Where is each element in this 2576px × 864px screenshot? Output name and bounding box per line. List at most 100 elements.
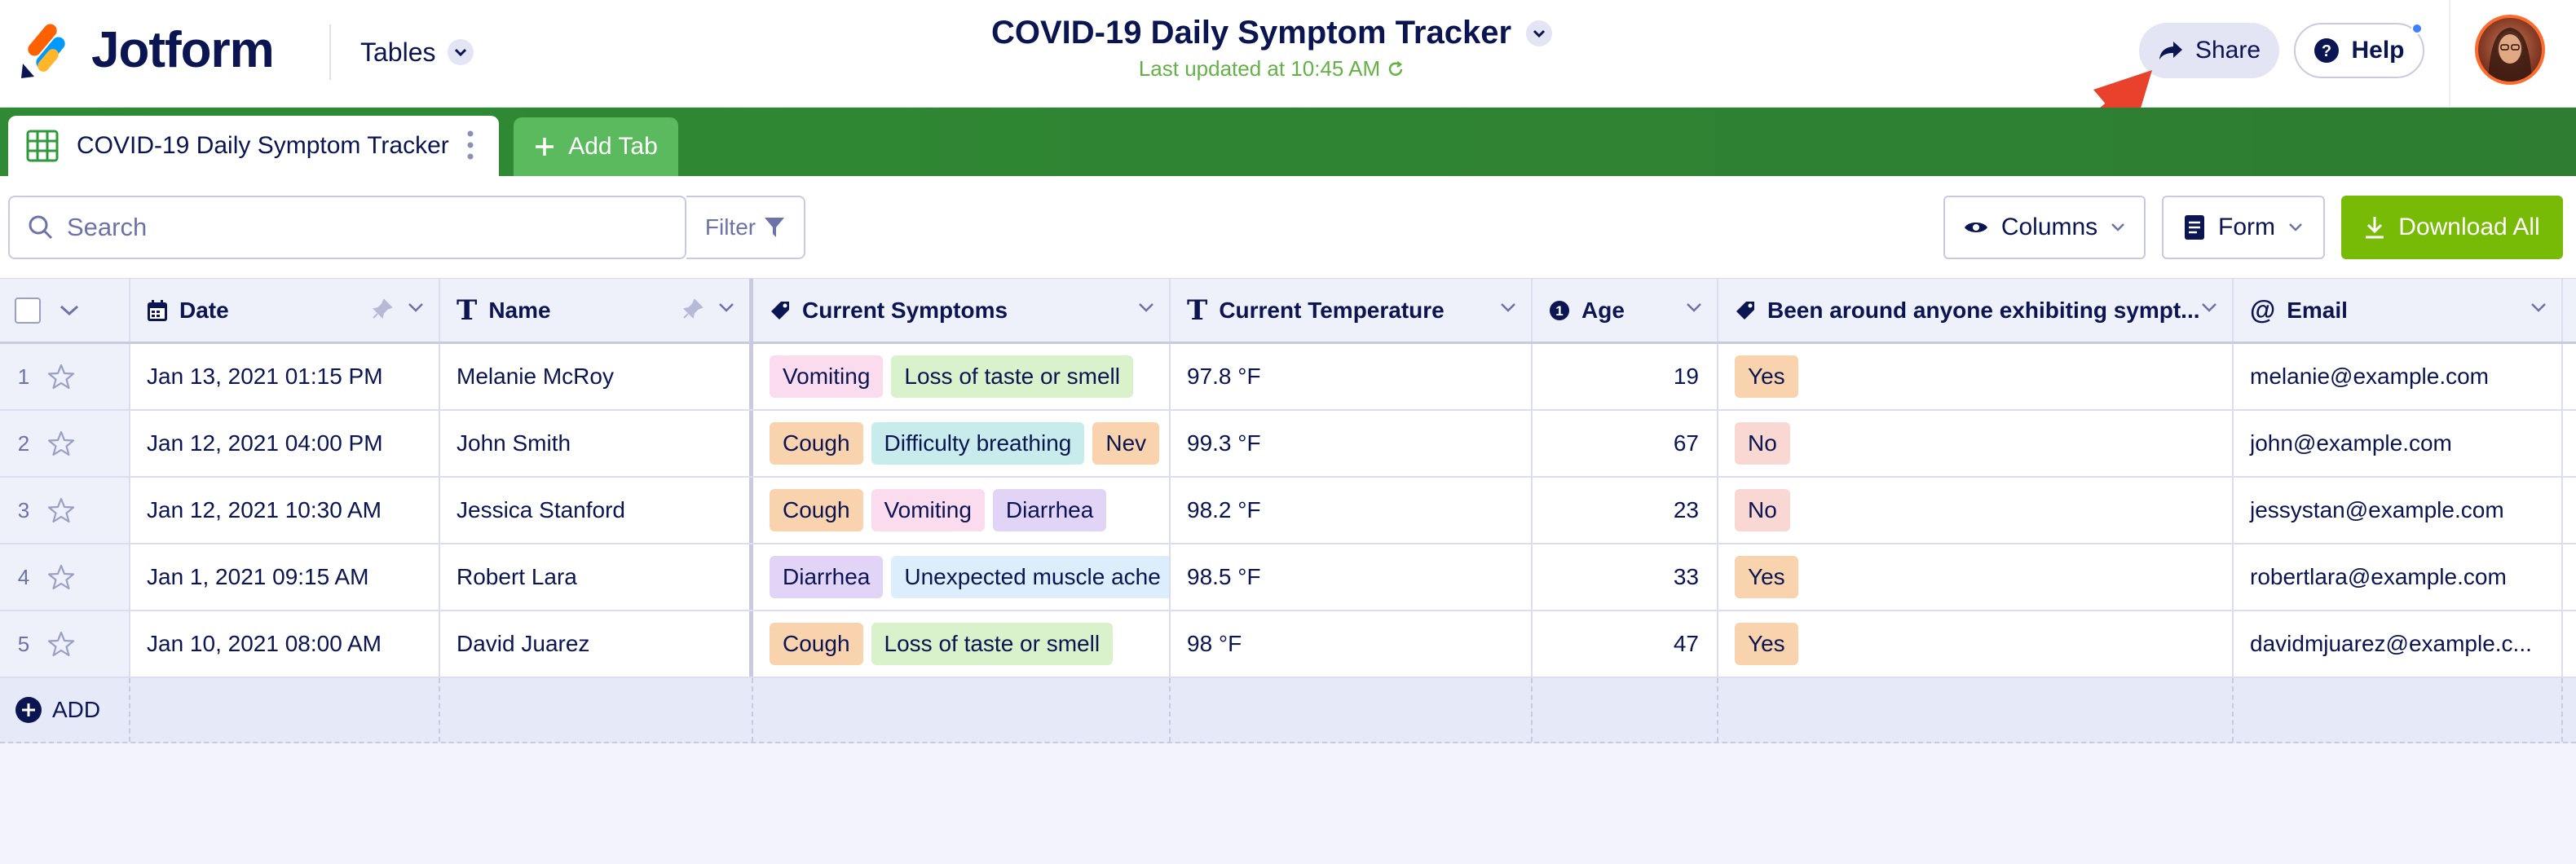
been-around-cell[interactable]: No: [1718, 478, 2234, 543]
name-cell[interactable]: Jessica Stanford: [440, 478, 753, 543]
empty-cell: [1718, 678, 2234, 742]
table-row[interactable]: 1 Jan 13, 2021 01:15 PM Melanie McRoy Vo…: [0, 344, 2576, 411]
age-value: 67: [1673, 430, 1699, 456]
star-icon[interactable]: [47, 496, 75, 524]
jotform-logo-icon[interactable]: [20, 23, 70, 82]
been-around-tag: Yes: [1735, 623, 1798, 665]
chevron-down-icon[interactable]: [1138, 302, 1154, 313]
share-label: Share: [2194, 37, 2261, 64]
tab-covid-tracker[interactable]: COVID-19 Daily Symptom Tracker: [8, 116, 499, 176]
help-button[interactable]: ? Help: [2294, 23, 2424, 78]
form-button[interactable]: Form: [2162, 196, 2325, 259]
age-cell[interactable]: 67: [1533, 411, 1718, 476]
email-cell[interactable]: robertlara@example.com: [2234, 544, 2563, 610]
table-body: 1 Jan 13, 2021 01:15 PM Melanie McRoy Vo…: [0, 344, 2576, 678]
row-number: 2: [17, 430, 30, 456]
been-around-cell[interactable]: No: [1718, 411, 2234, 476]
star-icon[interactable]: [47, 563, 75, 591]
question-circle-icon: ?: [2314, 38, 2340, 63]
symptoms-cell[interactable]: Cough Vomiting Diarrhea: [753, 478, 1171, 543]
email-cell[interactable]: davidmjuarez@example.c...: [2234, 611, 2563, 677]
chevron-down-icon[interactable]: [1686, 302, 1702, 313]
temperature-cell[interactable]: 98 °F: [1171, 611, 1533, 677]
symptom-tag: Cough: [770, 623, 863, 665]
temperature-cell[interactable]: 98.5 °F: [1171, 544, 1533, 610]
star-icon[interactable]: [47, 630, 75, 658]
symptom-tags: Vomiting Loss of taste or smell: [753, 355, 1133, 398]
been-around-cell[interactable]: Yes: [1718, 344, 2234, 409]
form-label: Form: [2218, 214, 2275, 240]
temperature-cell[interactable]: 98.2 °F: [1171, 478, 1533, 543]
funnel-icon: [765, 218, 785, 237]
table-row[interactable]: 5 Jan 10, 2021 08:00 AM David Juarez Cou…: [0, 611, 2576, 678]
column-header-age[interactable]: 1 Age: [1533, 279, 1718, 342]
column-header-email[interactable]: @ Email: [2234, 279, 2563, 342]
symptom-tags: Cough Difficulty breathing Nev: [753, 422, 1160, 465]
chevron-down-icon[interactable]: [1500, 302, 1516, 313]
date-cell[interactable]: Jan 13, 2021 01:15 PM: [130, 344, 440, 409]
name-cell[interactable]: Robert Lara: [440, 544, 753, 610]
email-cell[interactable]: john@example.com: [2234, 411, 2563, 476]
column-header-name[interactable]: T Name: [440, 279, 753, 342]
date-cell[interactable]: Jan 10, 2021 08:00 AM: [130, 611, 440, 677]
chevron-down-icon[interactable]: [59, 304, 80, 317]
chevron-down-icon[interactable]: [2201, 302, 2217, 313]
star-icon[interactable]: [47, 430, 75, 457]
table-header-row: Date T Name Current Symptoms T Cur: [0, 279, 2576, 344]
pin-icon[interactable]: [682, 298, 704, 320]
refresh-icon[interactable]: [1387, 60, 1405, 78]
symptoms-cell[interactable]: Vomiting Loss of taste or smell: [753, 344, 1171, 409]
row-select-cell: 5: [0, 611, 130, 677]
age-cell[interactable]: 19: [1533, 344, 1718, 409]
date-cell[interactable]: Jan 12, 2021 04:00 PM: [130, 411, 440, 476]
symptoms-cell[interactable]: Cough Loss of taste or smell: [753, 611, 1171, 677]
columns-button[interactable]: Columns: [1943, 196, 2146, 259]
symptoms-cell[interactable]: Cough Difficulty breathing Nev: [753, 411, 1171, 476]
age-cell[interactable]: 33: [1533, 544, 1718, 610]
email-cell[interactable]: jessystan@example.com: [2234, 478, 2563, 543]
download-all-button[interactable]: Download All: [2341, 196, 2563, 259]
temperature-cell[interactable]: 97.8 °F: [1171, 344, 1533, 409]
table-row[interactable]: 2 Jan 12, 2021 04:00 PM John Smith Cough…: [0, 411, 2576, 478]
search-input[interactable]: [67, 203, 670, 252]
been-around-tag: No: [1735, 422, 1790, 465]
column-header-current-temperature[interactable]: T Current Temperature: [1171, 279, 1533, 342]
been-around-cell[interactable]: Yes: [1718, 611, 2234, 677]
add-tab-button[interactable]: Add Tab: [514, 117, 678, 176]
column-header-current-symptoms[interactable]: Current Symptoms: [753, 279, 1171, 342]
date-cell[interactable]: Jan 12, 2021 10:30 AM: [130, 478, 440, 543]
age-cell[interactable]: 47: [1533, 611, 1718, 677]
number-icon: 1: [1550, 300, 1569, 320]
table-row[interactable]: 3 Jan 12, 2021 10:30 AM Jessica Stanford…: [0, 478, 2576, 544]
share-button[interactable]: Share: [2139, 23, 2279, 78]
name-cell[interactable]: David Juarez: [440, 611, 753, 677]
name-cell[interactable]: John Smith: [440, 411, 753, 476]
select-all-checkbox[interactable]: [15, 297, 41, 324]
star-icon[interactable]: [47, 363, 75, 390]
empty-cell: [1171, 678, 1533, 742]
plus-icon: [536, 138, 554, 156]
doc-title-dropdown[interactable]: COVID-19 Daily Symptom Tracker: [991, 15, 1553, 51]
column-header-been-around[interactable]: Been around anyone exhibiting sympt...: [1718, 279, 2234, 342]
age-cell[interactable]: 23: [1533, 478, 1718, 543]
name-cell[interactable]: Melanie McRoy: [440, 344, 753, 409]
filter-button[interactable]: Filter: [686, 196, 805, 259]
symptom-tag: Nev: [1092, 422, 1160, 465]
temperature-cell[interactable]: 99.3 °F: [1171, 411, 1533, 476]
table-row[interactable]: 4 Jan 1, 2021 09:15 AM Robert Lara Diarr…: [0, 544, 2576, 611]
more-vertical-icon[interactable]: [466, 129, 474, 161]
add-row-button[interactable]: ADD: [0, 696, 100, 724]
email-cell[interactable]: melanie@example.com: [2234, 344, 2563, 409]
avatar[interactable]: [2475, 15, 2545, 85]
chevron-down-icon[interactable]: [2530, 302, 2547, 313]
download-icon: [2366, 217, 2384, 239]
symptoms-cell[interactable]: Diarrhea Unexpected muscle ache: [753, 544, 1171, 610]
date-cell[interactable]: Jan 1, 2021 09:15 AM: [130, 544, 440, 610]
pin-icon[interactable]: [372, 298, 393, 320]
logo-text[interactable]: Jotform: [91, 22, 275, 78]
been-around-cell[interactable]: Yes: [1718, 544, 2234, 610]
chevron-down-icon[interactable]: [408, 302, 424, 313]
chevron-down-icon[interactable]: [718, 302, 734, 313]
column-header-date[interactable]: Date: [130, 279, 440, 342]
tables-menu[interactable]: Tables: [360, 29, 474, 75]
